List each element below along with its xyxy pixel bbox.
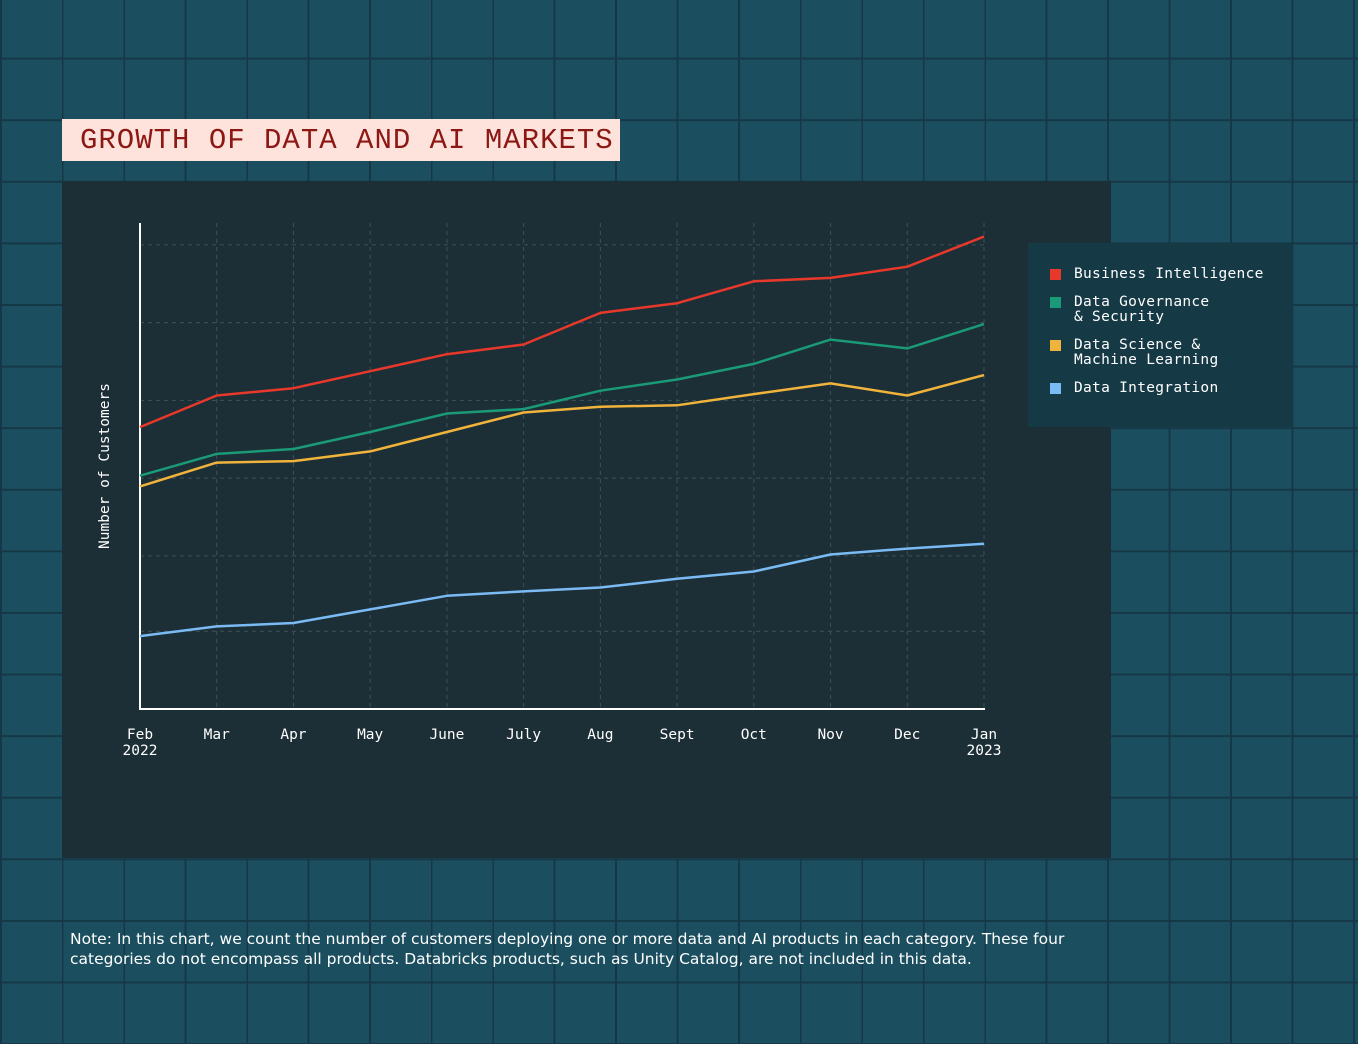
legend-label: Data Science & Machine Learning — [1074, 337, 1219, 368]
legend-item: Data Science & Machine Learning — [1050, 338, 1293, 368]
chart-panel: Feb 2022 Mar Apr May June July Aug Sept Oct Nov Dec… — [62, 181, 1111, 858]
line-chart: Feb 2022 Mar Apr May June July Aug Sept Oct Nov Dec… — [97, 223, 1002, 759]
x-tick-label: June — [429, 727, 464, 743]
x-tick-label: Jan 2023 — [967, 727, 1002, 759]
x-tick-label: Mar — [204, 727, 230, 743]
legend-swatch — [1050, 340, 1061, 351]
x-tick-label: May — [357, 727, 383, 743]
series-line-data-governance-security — [139, 322, 985, 477]
x-tick-label: Apr — [280, 727, 306, 743]
chart-title-box: GROWTH OF DATA AND AI MARKETS — [62, 119, 620, 161]
x-tick-label: Feb 2022 — [123, 727, 158, 759]
legend-label: Business Intelligence — [1074, 266, 1264, 282]
series-line-data-science-machine-learning — [139, 373, 985, 488]
x-tick-label: Oct — [741, 727, 767, 743]
chart-title: GROWTH OF DATA AND AI MARKETS — [80, 123, 614, 157]
series-line-data-integration — [139, 542, 985, 638]
x-tick-label: Dec — [894, 727, 920, 743]
legend-label: Data Governance & Security — [1074, 294, 1210, 325]
legend-label: Data Integration — [1074, 380, 1219, 396]
legend-swatch — [1050, 297, 1061, 308]
x-tick-label: Sept — [660, 727, 695, 743]
legend-item: Business Intelligence — [1050, 267, 1293, 282]
legend-swatch — [1050, 269, 1061, 280]
legend-item: Data Integration — [1050, 381, 1293, 396]
legend-item: Data Governance & Security — [1050, 295, 1293, 325]
chart-legend: Business Intelligence Data Governance & S… — [1028, 243, 1293, 427]
series-line-business-intelligence — [139, 235, 985, 429]
x-tick-label: Aug — [587, 727, 613, 743]
y-axis-label: Number of Customers — [97, 383, 113, 549]
x-tick-label: July — [506, 727, 541, 743]
x-tick-label: Nov — [817, 727, 843, 743]
legend-swatch — [1050, 383, 1061, 394]
chart-note: Note: In this chart, we count the number… — [70, 930, 1065, 968]
